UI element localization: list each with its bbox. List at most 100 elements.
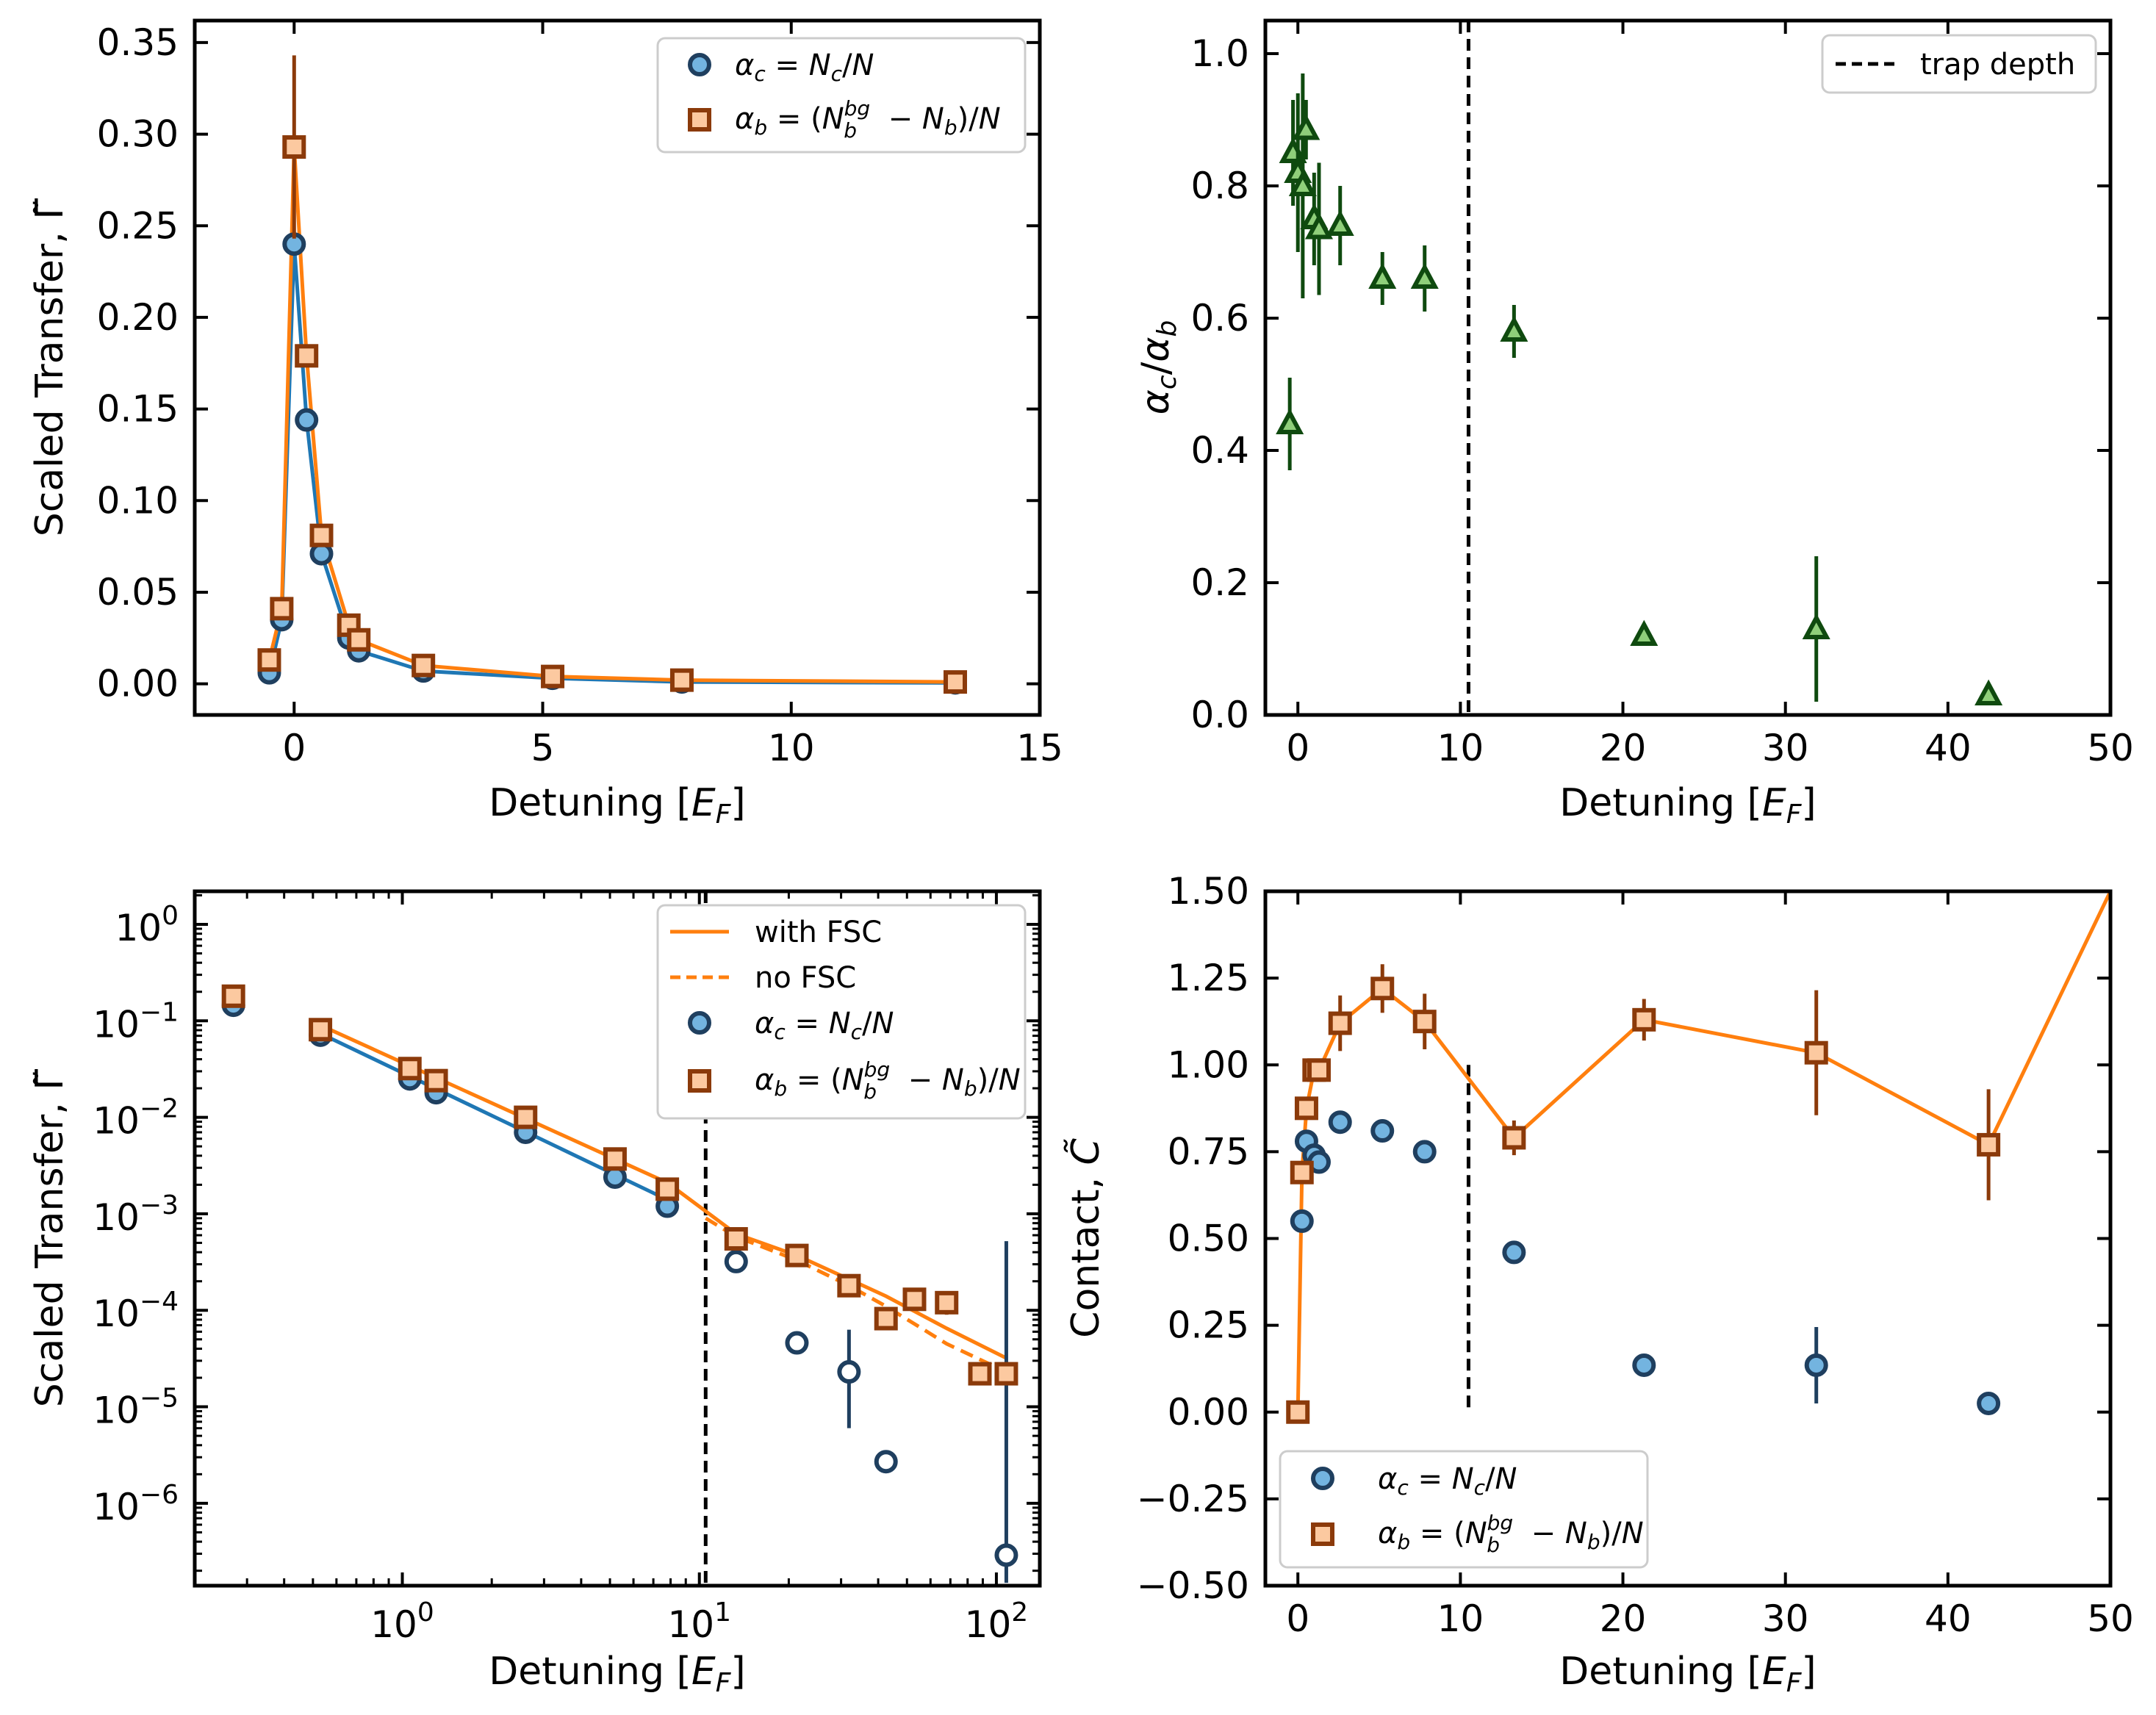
data-point: [514, 1105, 538, 1129]
ticks: 0 10 20 30 40 50 −0.50 −0.25 0.00 0.25 0.50 0.75 1.0…: [1137, 870, 2134, 1640]
y-axis-label: Scaled Transfer, Γ̃: [28, 198, 72, 537]
data-point: [837, 1273, 861, 1298]
tick-label: 10−2: [93, 1094, 179, 1143]
data-point: [295, 344, 319, 368]
data-point: [785, 1331, 809, 1355]
data-point: [1500, 315, 1528, 342]
tick-label: 0.10: [97, 479, 179, 522]
legend-circle-marker: [688, 53, 711, 76]
legend-square-marker: [688, 1069, 711, 1093]
tick-label: 1.00: [1168, 1043, 1249, 1086]
panel-top-left: 0 5 10 15 0.00 0.05 0.10 0.15 0.20 0.25 0.30 0.35 D…: [28, 18, 1063, 830]
data-point: [309, 1018, 333, 1042]
panel-top-right: 0 10 20 30 40 50 0.0 0.2 0.4 0.6 0.8 1.0 Detuning […: [1134, 18, 2134, 830]
legend: αc = Nc/N αb = (Nbg b − Nb)/N: [656, 37, 1027, 154]
data-point: [994, 1362, 1018, 1386]
data-point: [1276, 408, 1304, 434]
series-line: [705, 1216, 1007, 1374]
data-point: [1292, 114, 1320, 140]
data-point: [1290, 1209, 1314, 1233]
data-point: [1632, 1353, 1656, 1377]
data-point: [1370, 977, 1395, 1001]
axes-frame: [193, 889, 1042, 1588]
data-point: [1294, 1096, 1318, 1121]
axes-frame: [193, 18, 1042, 717]
data-point: [785, 1243, 809, 1268]
data-point: [1328, 1011, 1352, 1035]
tick-label: 15: [1016, 727, 1063, 769]
data-point: [270, 597, 294, 621]
tick-label: 1.25: [1168, 957, 1249, 999]
data-point: [603, 1147, 627, 1171]
data-point: [1368, 262, 1397, 289]
data-point: [874, 1306, 898, 1331]
tick-label: 100: [370, 1597, 434, 1646]
tick-label: 0.75: [1168, 1130, 1249, 1173]
tick-label: 20: [1600, 1597, 1647, 1640]
plot-area: [1286, 891, 2110, 1424]
tick-label: 10: [1437, 1597, 1484, 1640]
legend-entry-alpha-b: αb = (Nbg b − Nb)/N: [1378, 1511, 1644, 1557]
data-point: [874, 1450, 898, 1474]
x-axis-label: Detuning [EF]: [489, 781, 745, 830]
tick-label: 30: [1762, 1597, 1809, 1640]
x-axis-label: Detuning [EF]: [1559, 781, 1816, 830]
data-point: [1974, 679, 2003, 705]
tick-label: 5: [531, 727, 555, 769]
data-point: [1804, 1353, 1828, 1377]
tick-label: 10−4: [93, 1287, 179, 1335]
legend-entry-alpha-c: αc = Nc/N: [755, 1007, 894, 1044]
data-point: [669, 668, 694, 692]
tick-label: 0.8: [1190, 165, 1249, 207]
data-point: [257, 648, 281, 672]
tick-label: 10: [1437, 727, 1484, 769]
ticks: 0 10 20 30 40 50 0.0 0.2 0.4 0.6 0.8 1.0: [1190, 21, 2134, 769]
tick-label: 10−1: [93, 997, 179, 1046]
legend-entry-alpha-c: αc = Nc/N: [735, 48, 874, 86]
data-point: [944, 670, 967, 694]
tick-label: 40: [1925, 727, 1972, 769]
tick-label: 0.15: [97, 388, 179, 431]
plot-area: [1276, 21, 2003, 715]
tick-label: −0.25: [1137, 1478, 1249, 1520]
legend-entry-with-fsc: with FSC: [755, 916, 882, 949]
tick-label: 10−6: [93, 1480, 179, 1528]
legend-entry-alpha-b: αb = (Nbg b − Nb)/N: [755, 1057, 1021, 1104]
tick-label: 10: [768, 727, 815, 769]
legend-square-marker: [1311, 1522, 1334, 1546]
tick-label: 0.50: [1168, 1218, 1249, 1260]
tick-label: 30: [1762, 727, 1809, 769]
series-layer: [221, 891, 1018, 1586]
tick-label: 50: [2087, 727, 2134, 769]
tick-label: 10−3: [93, 1190, 179, 1239]
data-point: [1304, 213, 1334, 240]
tick-label: 0.25: [97, 204, 179, 247]
data-point: [1326, 209, 1354, 236]
x-axis-label: Detuning [EF]: [489, 1650, 745, 1698]
tick-label: 102: [965, 1597, 1029, 1646]
tick-label: 0.6: [1190, 297, 1249, 339]
tick-label: 0.00: [97, 663, 179, 705]
data-point: [424, 1068, 448, 1093]
data-point: [398, 1057, 422, 1081]
y-axis-label: Contact, C̃: [1063, 1137, 1108, 1337]
tick-label: 0.20: [97, 296, 179, 339]
data-point: [1412, 1010, 1437, 1034]
data-point: [347, 628, 371, 652]
y-axis-label: αc/αb: [1134, 320, 1182, 415]
tick-label: 0.05: [97, 571, 179, 614]
ticks: 100 101 102 10−6 10−5 10−4 10−3 10−2 10−1 100: [93, 891, 1040, 1646]
legend: αc = Nc/N αb = (Nbg b − Nb)/N: [1279, 1450, 1649, 1569]
data-point: [1288, 170, 1317, 196]
legend-entry-alpha-b: αb = (Nbg b − Nb)/N: [735, 96, 1001, 143]
series-layer: [1286, 891, 2110, 1424]
legend-entry-alpha-c: αc = Nc/N: [1378, 1462, 1517, 1500]
tick-label: 50: [2087, 1597, 2134, 1640]
legend-square-marker: [688, 108, 711, 132]
data-point: [724, 1227, 748, 1251]
data-point: [655, 1177, 680, 1201]
axes-frame: [1263, 18, 2113, 717]
panel-bottom-left: 100 101 102 10−6 10−5 10−4 10−3 10−2 10−1 100 Det…: [28, 889, 1042, 1698]
tick-label: 101: [667, 1597, 731, 1646]
legend-entry-trap-depth: trap depth: [1920, 48, 2075, 82]
